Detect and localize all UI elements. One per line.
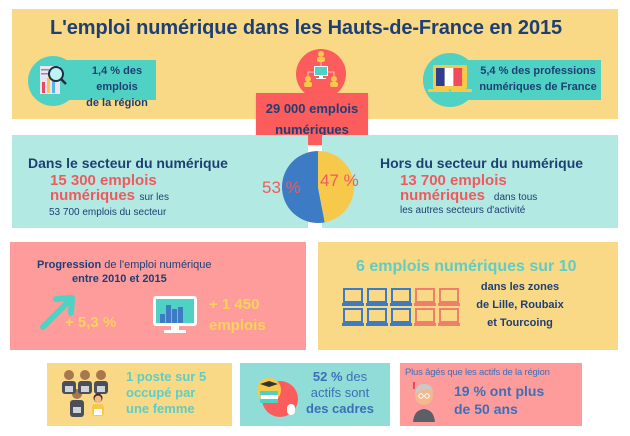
laptop-icon: [414, 308, 436, 326]
progression-heading-bold: Progression: [37, 259, 102, 271]
laptop-icon-highlighted: [342, 308, 364, 326]
france-share-line2: numériques de France: [479, 81, 597, 93]
women-text: 1 poste sur 5 occupé par une femme: [126, 369, 206, 417]
progression-percent: + 5,3 %: [65, 314, 117, 331]
age-line2: de 50 ans: [454, 401, 518, 417]
in-sector-suffix: sur les: [139, 192, 169, 203]
network-people-computer-icon: [296, 49, 346, 99]
laptop-grid: [342, 288, 462, 328]
laptop-icon-highlighted: [366, 308, 388, 326]
pie-label-out-sector: 47 %: [320, 171, 359, 190]
total-jobs-box: 29 000 emplois numériques: [256, 93, 368, 145]
region-share-text: 1,4 % des emplois de la région: [76, 63, 158, 111]
laptop-france-flag-icon: [423, 53, 477, 107]
out-sector-panel: [322, 135, 618, 228]
age-line1: 19 % ont plus: [454, 383, 545, 399]
out-sector-unit: numériques: [400, 187, 486, 204]
progression-heading-rest: de l'emploi numérique: [104, 259, 212, 271]
progression-count-line1: + 1 450: [209, 296, 260, 313]
workers-group-icon: [62, 370, 108, 417]
out-sector-count: 13 700 emplois: [400, 172, 507, 189]
pie-label-in-sector: 53 %: [262, 178, 301, 197]
in-sector-highlight: 15 300 emplois numériques sur les: [50, 172, 169, 205]
france-share-line1: 5,4 % des professions: [480, 65, 596, 77]
women-line1: 1 poste sur 5: [126, 369, 207, 384]
france-share-pill: [465, 60, 601, 100]
out-sector-context: les autres secteurs d'activité: [400, 205, 526, 216]
laptop-icon: [414, 288, 436, 306]
graduation-books-icon: [257, 378, 298, 417]
senior-person-icon: [413, 382, 435, 422]
women-line2: occupé par: [126, 385, 196, 400]
laptop-icon-highlighted: [342, 288, 364, 306]
page-title: L'emploi numérique dans les Hauts-de-Fra…: [50, 17, 563, 39]
zones-text: dans les zones de Lille, Roubaix et Tour…: [472, 278, 568, 332]
managers-line1-rest: des: [342, 369, 368, 384]
out-sector-suffix: dans tous: [493, 192, 538, 203]
progression-count: + 1 450 emplois: [209, 294, 266, 336]
arrow-up-right-icon: [40, 295, 75, 330]
laptop-icon-highlighted: [390, 288, 412, 306]
monitor-bar-chart-icon: [153, 296, 197, 333]
pie-slice-out-sector: [318, 151, 354, 223]
france-share-text: 5,4 % des professions numériques de Fran…: [478, 63, 598, 95]
zones-heading: 6 emplois numériques sur 10: [356, 258, 577, 275]
managers-line2: actifs sont: [310, 385, 370, 400]
in-sector-unit: numériques: [50, 187, 136, 204]
women-line3: une femme: [126, 401, 195, 416]
age-text: 19 % ont plus de 50 ans: [454, 382, 544, 418]
laptop-grid-svg: [342, 288, 460, 326]
zones-line3: et Tourcoing: [487, 317, 553, 329]
region-share-line2: de la région: [86, 97, 148, 109]
in-sector-total: 53 700 emplois du secteur: [49, 207, 167, 218]
progression-count-line2: emplois: [209, 317, 266, 334]
in-sector-heading: Dans le secteur du numérique: [28, 155, 228, 171]
managers-text: 52 % des actifs sont des cadres: [300, 369, 380, 417]
total-jobs-line1: 29 000 emplois: [265, 101, 359, 116]
age-heading: Plus âgés que les actifs de la région: [405, 367, 550, 378]
out-sector-heading: Hors du secteur du numérique: [380, 155, 584, 171]
managers-percent: 52 %: [312, 369, 343, 384]
laptop-icon: [438, 288, 460, 306]
pie-slice-in-sector: [282, 151, 325, 223]
out-sector-highlight: 13 700 emplois numériques dans tous: [400, 172, 538, 205]
progression-period: entre 2010 et 2015: [72, 273, 167, 285]
zones-line1: dans les zones: [480, 281, 560, 293]
progression-heading: Progression de l'emploi numérique: [37, 259, 212, 271]
magnifier-chart-icon: [28, 56, 78, 106]
managers-line3: des cadres: [306, 401, 374, 416]
in-sector-count: 15 300 emplois: [50, 172, 157, 189]
region-share-line1: 1,4 % des emplois: [91, 65, 143, 93]
region-share-pill: [64, 60, 156, 100]
sector-pie-chart: [282, 151, 354, 223]
laptop-icon-highlighted: [366, 288, 388, 306]
laptop-icon: [438, 308, 460, 326]
zones-line2: de Lille, Roubaix: [476, 299, 564, 311]
total-jobs-line2: numériques: [275, 122, 349, 137]
in-sector-panel: [12, 135, 308, 228]
laptop-icon-highlighted: [390, 308, 412, 326]
